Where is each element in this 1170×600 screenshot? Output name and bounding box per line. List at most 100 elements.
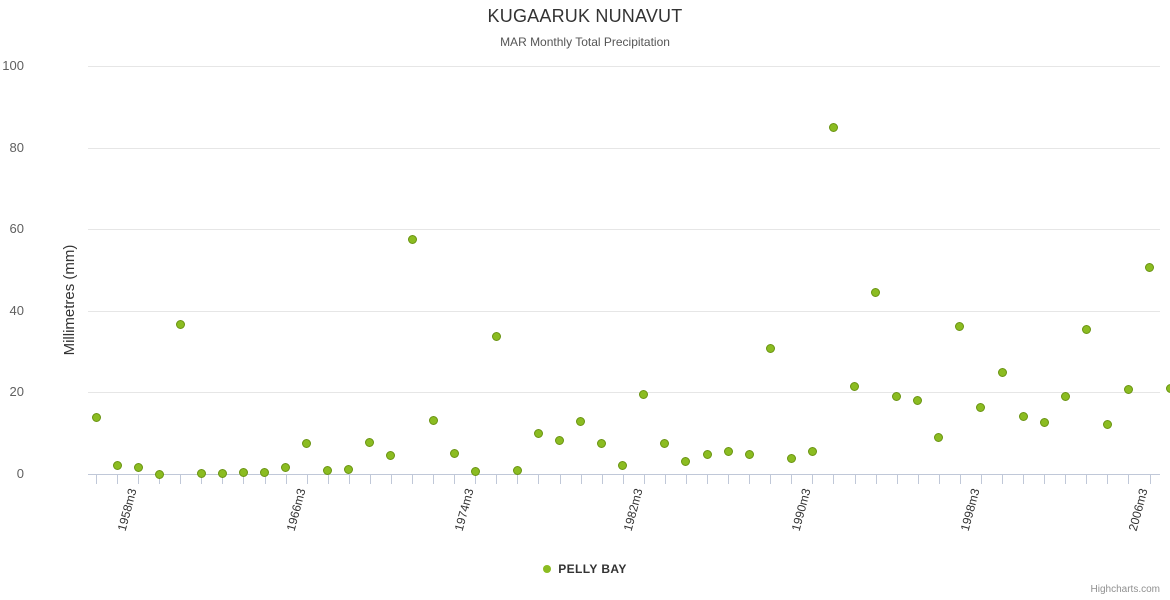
x-axis-tick — [1086, 475, 1088, 484]
x-axis-tick — [327, 475, 329, 484]
data-point[interactable] — [260, 467, 270, 477]
x-axis-tick — [685, 475, 687, 484]
data-point[interactable] — [702, 449, 712, 459]
data-point[interactable] — [154, 469, 164, 479]
data-point[interactable] — [491, 331, 501, 341]
data-point[interactable] — [512, 465, 522, 475]
x-axis-tick — [138, 475, 140, 484]
data-point[interactable] — [660, 439, 670, 449]
data-point[interactable] — [934, 433, 944, 443]
legend-item-label: PELLY BAY — [558, 562, 627, 576]
data-point[interactable] — [175, 320, 185, 330]
data-point[interactable] — [407, 235, 417, 245]
x-axis-tick — [1044, 475, 1046, 484]
data-point[interactable] — [133, 462, 143, 472]
x-axis-tick — [728, 475, 730, 484]
data-point[interactable] — [850, 381, 860, 391]
x-axis-tick — [622, 475, 624, 484]
x-axis-tick — [1023, 475, 1025, 484]
data-point[interactable] — [1039, 418, 1049, 428]
data-point[interactable] — [1060, 392, 1070, 402]
y-axis-tick-label: 60 — [9, 221, 24, 237]
x-axis-tick — [770, 475, 772, 484]
y-axis-tick-label: 80 — [9, 139, 24, 155]
data-point[interactable] — [639, 389, 649, 399]
x-axis-tick — [580, 475, 582, 484]
data-point[interactable] — [955, 322, 965, 332]
data-point[interactable] — [576, 417, 586, 427]
x-axis-tick-label: 1958m3 — [114, 487, 140, 533]
data-point[interactable] — [765, 344, 775, 354]
data-point[interactable] — [91, 412, 101, 422]
data-point[interactable] — [323, 466, 333, 476]
legend-item-pelly-bay[interactable]: PELLY BAY — [543, 562, 627, 576]
data-point[interactable] — [1145, 263, 1154, 273]
data-point[interactable] — [1018, 412, 1028, 422]
x-axis-tick — [264, 475, 266, 484]
grid-line — [88, 392, 1160, 394]
legend-marker-icon — [543, 564, 552, 573]
x-axis-tick — [433, 475, 435, 484]
data-point[interactable] — [618, 460, 628, 470]
data-point[interactable] — [913, 395, 923, 405]
data-point[interactable] — [997, 368, 1007, 378]
x-axis-tick-label: 1966m3 — [283, 487, 309, 533]
x-axis-tick-label: 1982m3 — [620, 487, 646, 533]
data-point[interactable] — [302, 438, 312, 448]
data-point[interactable] — [196, 468, 206, 478]
data-point[interactable] — [238, 468, 248, 478]
x-axis-tick — [369, 475, 371, 484]
x-axis-tick — [180, 475, 182, 484]
x-axis-tick — [854, 475, 856, 484]
x-axis-tick — [559, 475, 561, 484]
x-axis-tick — [222, 475, 224, 484]
x-axis-tick — [896, 475, 898, 484]
data-point[interactable] — [681, 457, 691, 467]
data-point[interactable] — [597, 439, 607, 449]
data-point[interactable] — [112, 460, 122, 470]
data-point[interactable] — [449, 448, 459, 458]
grid-line — [88, 229, 1160, 231]
x-axis-tick — [306, 475, 308, 484]
data-point[interactable] — [871, 287, 881, 297]
x-axis-tick — [1065, 475, 1067, 484]
data-point[interactable] — [744, 449, 754, 459]
data-point[interactable] — [1081, 325, 1091, 335]
data-point[interactable] — [1123, 384, 1133, 394]
x-axis-tick — [412, 475, 414, 484]
data-point[interactable] — [533, 429, 543, 439]
x-axis-tick — [664, 475, 666, 484]
data-point[interactable] — [1166, 383, 1170, 393]
x-axis-tick — [348, 475, 350, 484]
data-point[interactable] — [723, 446, 733, 456]
x-axis-tick-label: 1990m3 — [789, 487, 814, 533]
data-point[interactable] — [428, 416, 438, 426]
data-point[interactable] — [217, 468, 227, 478]
data-point[interactable] — [281, 462, 291, 472]
x-axis-tick — [917, 475, 919, 484]
data-point[interactable] — [386, 450, 396, 460]
data-point[interactable] — [786, 454, 796, 464]
chart-legend: PELLY BAY — [0, 562, 1170, 576]
chart-subtitle: MAR Monthly Total Precipitation — [500, 35, 670, 49]
grid-line — [88, 66, 1160, 67]
data-point[interactable] — [1102, 419, 1112, 429]
data-point[interactable] — [828, 122, 838, 132]
data-point[interactable] — [344, 464, 354, 474]
data-point[interactable] — [807, 446, 817, 456]
data-point[interactable] — [976, 403, 986, 413]
x-axis-tick — [454, 475, 456, 484]
x-axis-tick — [390, 475, 392, 484]
data-point[interactable] — [470, 467, 480, 477]
data-point[interactable] — [892, 392, 902, 402]
x-axis-tick — [791, 475, 793, 484]
x-axis-tick — [1149, 475, 1151, 484]
grid-line — [88, 310, 1160, 312]
x-axis-tick-label: 2006m3 — [1126, 487, 1151, 533]
x-axis-tick — [117, 475, 119, 484]
data-point[interactable] — [555, 435, 565, 445]
x-axis-tick — [538, 475, 540, 484]
y-axis-tick-label: 40 — [9, 302, 24, 318]
plot-area — [88, 66, 1160, 474]
credits-link[interactable]: Highcharts.com — [1090, 584, 1160, 595]
